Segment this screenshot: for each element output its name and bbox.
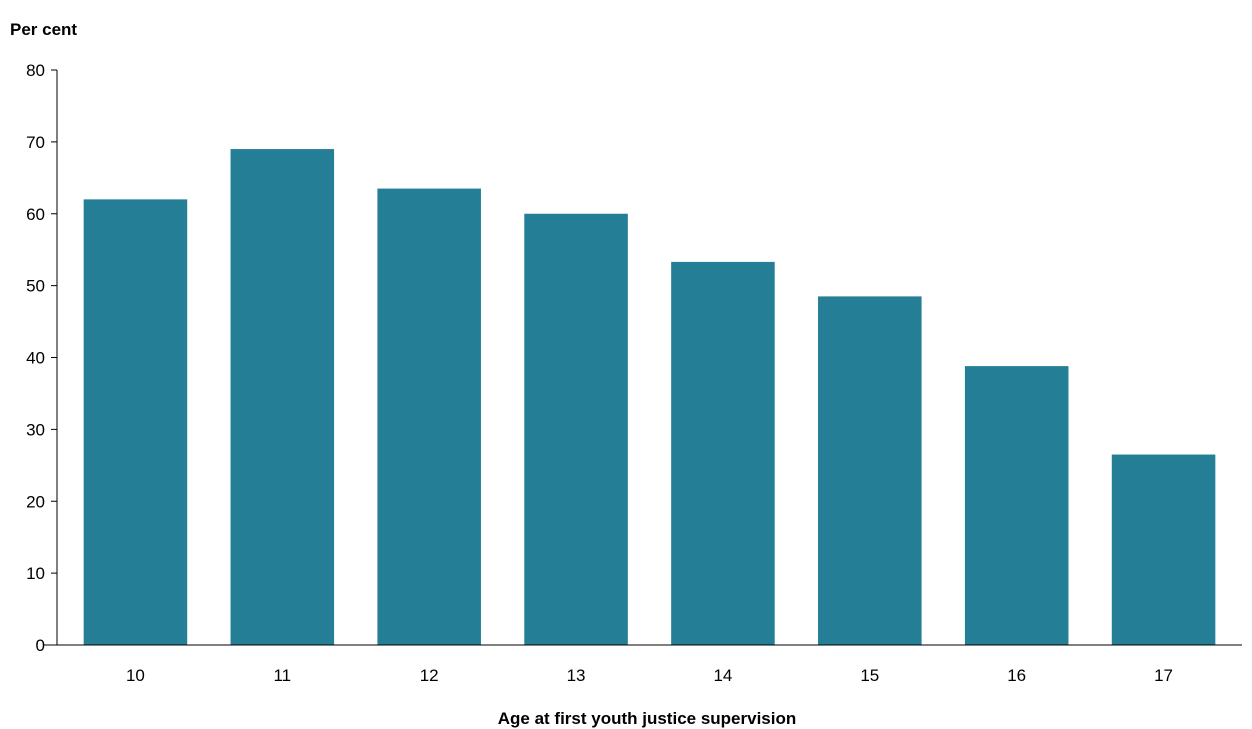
x-tick-label: 14	[713, 666, 732, 685]
bar-age-10	[83, 199, 188, 645]
y-tick-label: 30	[26, 420, 45, 439]
y-tick-label: 20	[26, 492, 45, 511]
bar-age-16	[964, 366, 1069, 645]
y-tick-label: 80	[26, 61, 45, 80]
bar-age-15	[818, 296, 922, 645]
bar-age-14	[671, 261, 775, 645]
bars-group	[83, 149, 1216, 645]
y-tick-label: 50	[26, 277, 45, 296]
x-tick-label: 17	[1154, 666, 1173, 685]
y-axis: 0 10 20 30 40 50 60 70 80	[26, 61, 58, 655]
bar-age-11	[230, 149, 335, 645]
bar-age-17	[1111, 454, 1216, 645]
x-axis-title: Age at first youth justice supervision	[498, 709, 797, 728]
x-tick-label: 16	[1007, 666, 1026, 685]
y-tick-label: 10	[26, 564, 45, 583]
bar-age-13	[524, 213, 628, 645]
x-tick-label: 15	[860, 666, 879, 685]
x-tick-label: 11	[273, 666, 291, 685]
y-axis-title: Per cent	[10, 20, 77, 39]
x-axis: 10 11 12 13 14 15 16 17	[43, 644, 1242, 685]
y-tick-label: 70	[26, 133, 45, 152]
bar-age-12	[377, 188, 481, 645]
y-tick-label: 0	[36, 636, 45, 655]
y-tick-label: 60	[26, 205, 45, 224]
x-tick-label: 13	[567, 666, 586, 685]
x-tick-label: 12	[420, 666, 439, 685]
x-tick-label: 10	[126, 666, 145, 685]
y-tick-label: 40	[26, 349, 45, 368]
